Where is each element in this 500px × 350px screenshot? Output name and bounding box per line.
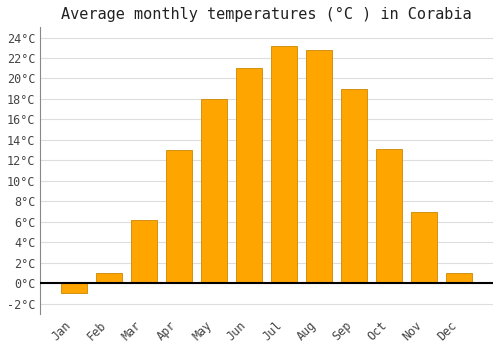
Bar (341, 89, 367, 283)
Bar (166, 150, 192, 283)
Bar (376, 149, 402, 283)
Bar (411, 211, 438, 283)
Bar (201, 99, 228, 283)
Bar (236, 68, 262, 283)
Bar (306, 50, 332, 283)
Bar (271, 46, 297, 283)
Bar (446, 273, 472, 283)
Bar (61, 283, 87, 293)
Title: Average monthly temperatures (°C ) in Corabia: Average monthly temperatures (°C ) in Co… (62, 7, 472, 22)
Bar (96, 273, 122, 283)
Bar (131, 220, 157, 283)
